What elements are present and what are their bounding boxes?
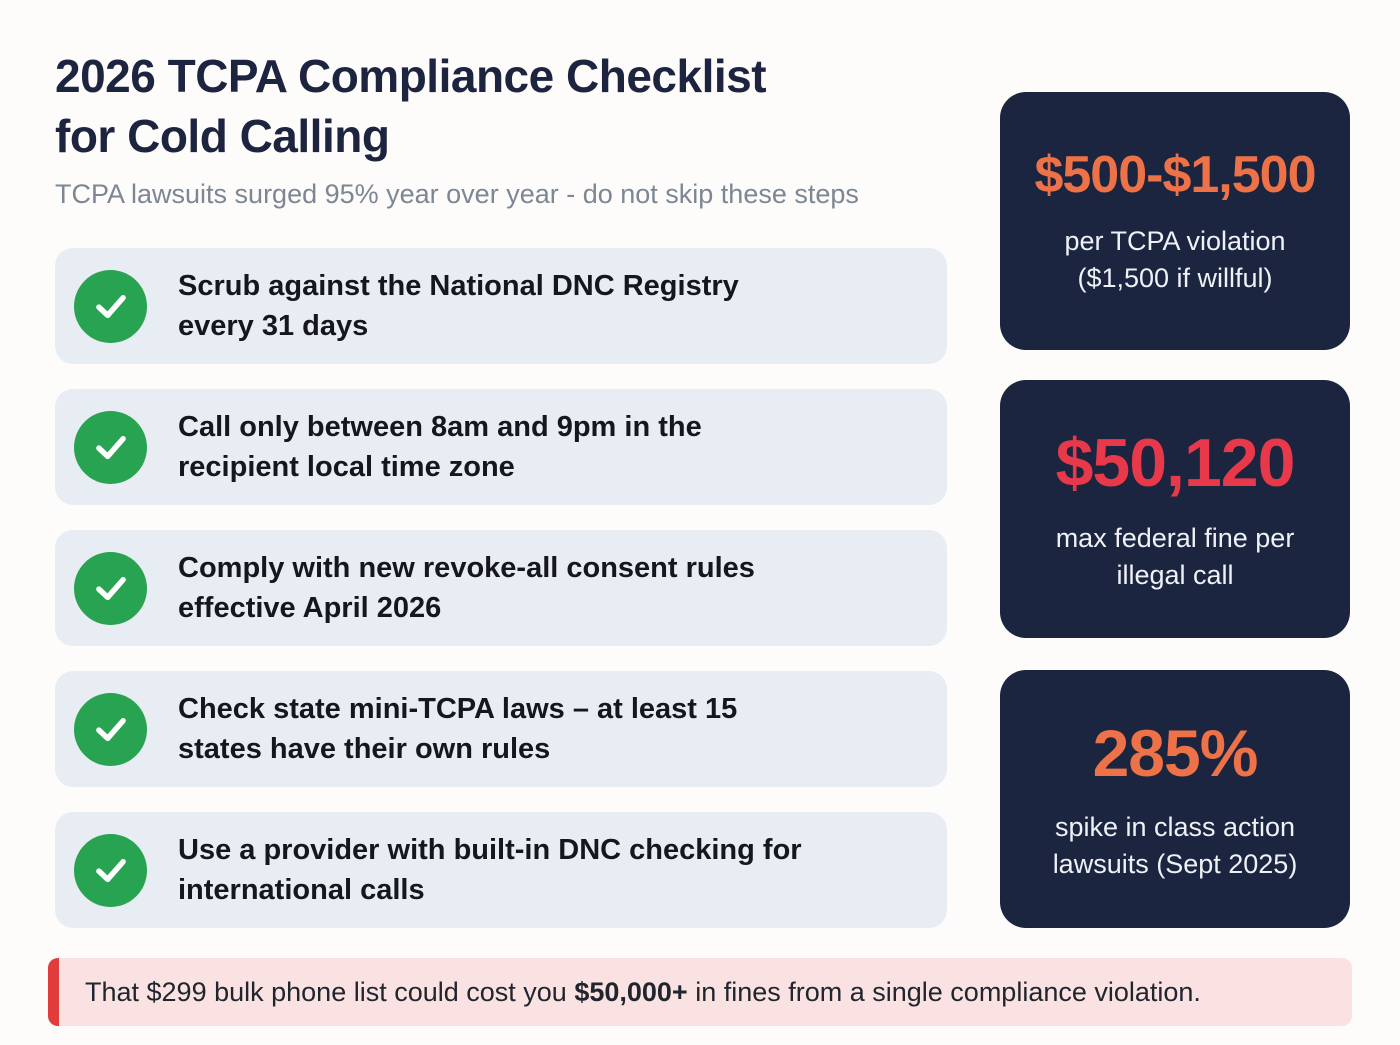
checklist-item-state-mini-tcpa: Check state mini-TCPA laws – at least 15… — [55, 671, 947, 787]
stat-label-line2: ($1,500 if willful) — [1077, 263, 1273, 293]
warning-text: That $299 bulk phone list could cost you… — [85, 977, 1201, 1008]
checklist-item-label-line1: Call only between 8am and 9pm in the — [178, 411, 702, 443]
page-title: 2026 TCPA Compliance Checklist for Cold … — [55, 46, 767, 166]
stat-label: spike in class action lawsuits (Sept 202… — [1053, 809, 1298, 883]
checklist-item-label-line2: international calls — [178, 874, 425, 906]
stat-label-line1: max federal fine per — [1055, 523, 1295, 553]
stat-card-per-violation: $500-$1,500 per TCPA violation ($1,500 i… — [1000, 92, 1350, 350]
warning-text-prefix: That $299 bulk phone list could cost you — [85, 976, 575, 1007]
stat-label-line2: illegal call — [1116, 560, 1234, 590]
stat-label-line1: spike in class action — [1054, 812, 1296, 842]
checklist-item-label-line1: Comply with new revoke-all consent rules — [178, 552, 755, 584]
checklist-item-label: Call only between 8am and 9pm in the rec… — [178, 407, 702, 487]
checklist-item-label-line2: every 31 days — [178, 310, 369, 342]
check-icon — [74, 833, 147, 907]
checklist-item-label-line2: states have their own rules — [178, 733, 551, 765]
checklist-item-revoke-all-consent: Comply with new revoke-all consent rules… — [55, 530, 947, 646]
checklist: Scrub against the National DNC Registry … — [55, 248, 947, 928]
warning-banner: That $299 bulk phone list could cost you… — [48, 958, 1352, 1026]
warning-text-suffix: in fines from a single compliance violat… — [687, 976, 1201, 1007]
checklist-item-label-line2: recipient local time zone — [178, 451, 515, 483]
checklist-item-label-line2: effective April 2026 — [178, 592, 442, 624]
warning-text-highlight: $50,000+ — [574, 976, 688, 1007]
page-title-line1: 2026 TCPA Compliance Checklist — [55, 50, 767, 102]
checklist-item-label: Check state mini-TCPA laws – at least 15… — [178, 689, 737, 769]
check-icon — [74, 551, 147, 625]
stat-label-line1: per TCPA violation — [1064, 226, 1286, 256]
stat-label: per TCPA violation ($1,500 if willful) — [1064, 223, 1285, 297]
checklist-item-label: Scrub against the National DNC Registry … — [178, 266, 739, 346]
stat-value: 285% — [1092, 716, 1259, 790]
check-icon — [74, 269, 147, 343]
stat-value: $50,120 — [1055, 425, 1296, 501]
stat-value: $500-$1,500 — [1034, 146, 1316, 204]
stat-label: max federal fine per illegal call — [1056, 520, 1295, 594]
check-icon — [74, 692, 147, 766]
warning-accent-bar — [48, 958, 59, 1026]
stat-cards: $500-$1,500 per TCPA violation ($1,500 i… — [1000, 92, 1350, 932]
stat-card-max-federal-fine: $50,120 max federal fine per illegal cal… — [1000, 380, 1350, 638]
checklist-item-label: Use a provider with built-in DNC checkin… — [178, 830, 802, 910]
checklist-item-dnc-scrub: Scrub against the National DNC Registry … — [55, 248, 947, 364]
checklist-item-provider-dnc-checking: Use a provider with built-in DNC checkin… — [55, 812, 947, 928]
stat-card-class-action-spike: 285% spike in class action lawsuits (Sep… — [1000, 670, 1350, 928]
checklist-item-label-line1: Scrub against the National DNC Registry — [178, 270, 739, 302]
page-title-line2: for Cold Calling — [55, 110, 390, 162]
check-icon — [74, 410, 147, 484]
checklist-item-label-line1: Use a provider with built-in DNC checkin… — [178, 834, 802, 866]
stat-label-line2: lawsuits (Sept 2025) — [1052, 849, 1298, 879]
checklist-item-label: Comply with new revoke-all consent rules… — [178, 548, 755, 628]
checklist-item-call-hours: Call only between 8am and 9pm in the rec… — [55, 389, 947, 505]
page-subtitle: TCPA lawsuits surged 95% year over year … — [55, 179, 859, 209]
checklist-item-label-line1: Check state mini-TCPA laws – at least 15 — [178, 693, 738, 725]
